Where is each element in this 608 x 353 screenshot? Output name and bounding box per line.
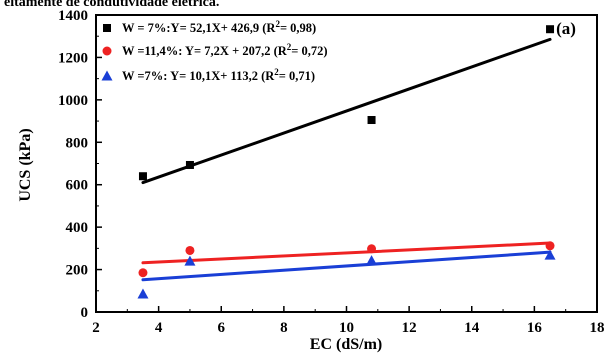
x-tick-label: 8 <box>280 320 288 336</box>
x-tick-label: 4 <box>155 320 163 336</box>
legend-entry-series-3: W =7%: Y= 10,1X+ 113,2 (R2= 0,71) <box>122 67 315 83</box>
y-tick-label: 1000 <box>58 93 88 109</box>
x-tick-label: 18 <box>590 320 605 336</box>
data-point-series-3 <box>137 288 149 299</box>
x-tick-label: 16 <box>527 320 543 336</box>
fit-line-series-1 <box>141 37 552 185</box>
panel-label: (a) <box>556 19 576 38</box>
y-axis-title: UCS (kPa) <box>17 128 34 201</box>
x-tick-label: 2 <box>92 320 100 336</box>
data-point-series-2 <box>545 241 555 251</box>
legend-marker-series-1 <box>103 24 111 32</box>
y-tick-label: 0 <box>81 305 89 321</box>
fit-line-series-2 <box>141 241 552 265</box>
x-tick-label: 14 <box>464 320 480 336</box>
x-axis-title: EC (dS/m) <box>310 336 382 353</box>
data-points <box>137 25 556 299</box>
legend-marker-series-3 <box>101 70 113 81</box>
x-tick-label: 12 <box>402 320 417 336</box>
x-tick-label: 6 <box>218 320 226 336</box>
legend-entry-series-1: W = 7%:Y= 52,1X+ 426,9 (R2= 0,98) <box>122 19 316 35</box>
data-point-series-2 <box>367 244 377 254</box>
y-tick-label: 1200 <box>58 50 88 66</box>
legend-marker-series-2 <box>102 46 112 56</box>
data-point-series-1 <box>367 116 376 125</box>
y-tick-label: 1400 <box>58 8 88 24</box>
caption-text: eitamente de condutividade elétrica. <box>4 0 219 10</box>
y-tick-label: 200 <box>66 263 89 279</box>
y-tick-label: 600 <box>66 178 89 194</box>
data-point-series-1 <box>546 25 555 34</box>
axis-ticks: 2 4 6 8 10 12 14 16 18 0 200 400 600 800 1000 1200 1400 <box>58 8 605 336</box>
legend: W = 7%:Y= 52,1X+ 426,9 (R2= 0,98) W =11,4… <box>101 19 328 83</box>
y-tick-label: 800 <box>66 135 89 151</box>
data-point-series-2 <box>185 245 195 255</box>
fit-line-series-3 <box>141 250 552 282</box>
legend-entry-series-2: W =11,4%: Y= 7,2X + 207,2 (R2= 0,72) <box>122 42 328 58</box>
data-point-series-1 <box>138 172 147 181</box>
data-point-series-3 <box>184 255 196 266</box>
x-tick-label: 10 <box>339 320 354 336</box>
data-point-series-3 <box>366 255 378 266</box>
y-tick-label: 400 <box>66 220 89 236</box>
data-point-series-2 <box>138 268 148 278</box>
data-point-series-1 <box>185 160 194 169</box>
data-point-series-3 <box>544 249 556 260</box>
fit-lines <box>141 37 552 282</box>
